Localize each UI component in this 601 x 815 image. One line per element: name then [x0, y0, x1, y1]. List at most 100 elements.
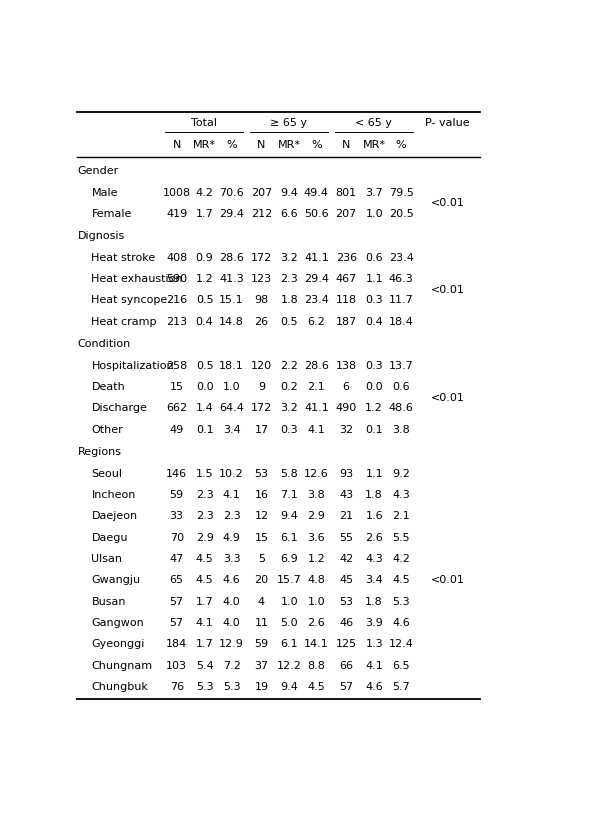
Text: Heat syncope: Heat syncope — [91, 296, 168, 306]
Text: 9.4: 9.4 — [281, 682, 298, 692]
Text: 236: 236 — [335, 253, 357, 262]
Text: Seoul: Seoul — [91, 469, 123, 478]
Text: 2.3: 2.3 — [196, 490, 213, 500]
Text: 70.6: 70.6 — [219, 187, 244, 197]
Text: Gender: Gender — [78, 166, 119, 176]
Text: 15.7: 15.7 — [277, 575, 302, 585]
Text: 1.1: 1.1 — [365, 469, 383, 478]
Text: MR*: MR* — [278, 140, 301, 151]
Text: 4.9: 4.9 — [223, 533, 240, 543]
Text: 4.1: 4.1 — [365, 661, 383, 671]
Text: 1.0: 1.0 — [281, 597, 298, 606]
Text: 43: 43 — [339, 490, 353, 500]
Text: 29.4: 29.4 — [304, 274, 329, 284]
Text: 184: 184 — [166, 640, 188, 650]
Text: 32: 32 — [339, 425, 353, 434]
Text: Heat cramp: Heat cramp — [91, 317, 157, 327]
Text: 5.8: 5.8 — [281, 469, 298, 478]
Text: 2.9: 2.9 — [196, 533, 213, 543]
Text: N: N — [172, 140, 181, 151]
Text: 6.9: 6.9 — [281, 554, 298, 564]
Text: Gwangju: Gwangju — [91, 575, 141, 585]
Text: 23.4: 23.4 — [304, 296, 329, 306]
Text: 21: 21 — [339, 511, 353, 522]
Text: 4.2: 4.2 — [196, 187, 213, 197]
Text: 4.1: 4.1 — [223, 490, 240, 500]
Text: 258: 258 — [166, 361, 188, 371]
Text: 1.2: 1.2 — [365, 403, 383, 413]
Text: 45: 45 — [339, 575, 353, 585]
Text: 13.7: 13.7 — [389, 361, 413, 371]
Text: 0.1: 0.1 — [365, 425, 383, 434]
Text: 1.7: 1.7 — [196, 597, 213, 606]
Text: 6.1: 6.1 — [281, 533, 298, 543]
Text: 9: 9 — [258, 382, 265, 392]
Text: < 65 y: < 65 y — [355, 118, 392, 128]
Text: 57: 57 — [169, 597, 184, 606]
Text: 53: 53 — [254, 469, 269, 478]
Text: 1.6: 1.6 — [365, 511, 383, 522]
Text: 15: 15 — [254, 533, 269, 543]
Text: 1.0: 1.0 — [365, 209, 383, 219]
Text: 16: 16 — [254, 490, 269, 500]
Text: 15: 15 — [169, 382, 184, 392]
Text: 4.0: 4.0 — [223, 597, 240, 606]
Text: 1.7: 1.7 — [196, 640, 213, 650]
Text: 4.1: 4.1 — [308, 425, 325, 434]
Text: 0.0: 0.0 — [365, 382, 383, 392]
Text: 64.4: 64.4 — [219, 403, 244, 413]
Text: N: N — [342, 140, 350, 151]
Text: 1.5: 1.5 — [196, 469, 213, 478]
Text: 3.3: 3.3 — [223, 554, 240, 564]
Text: 1.3: 1.3 — [365, 640, 383, 650]
Text: 5: 5 — [258, 554, 265, 564]
Text: 1.8: 1.8 — [281, 296, 298, 306]
Text: Chungnam: Chungnam — [91, 661, 153, 671]
Text: 11: 11 — [254, 618, 269, 628]
Text: 55: 55 — [339, 533, 353, 543]
Text: 2.1: 2.1 — [308, 382, 325, 392]
Text: 2.2: 2.2 — [281, 361, 298, 371]
Text: 2.3: 2.3 — [281, 274, 298, 284]
Text: 47: 47 — [169, 554, 184, 564]
Text: 46.3: 46.3 — [389, 274, 413, 284]
Text: ≥ 65 y: ≥ 65 y — [270, 118, 308, 128]
Text: <0.01: <0.01 — [431, 198, 465, 208]
Text: 1.2: 1.2 — [196, 274, 213, 284]
Text: 212: 212 — [251, 209, 272, 219]
Text: 801: 801 — [335, 187, 357, 197]
Text: Chungbuk: Chungbuk — [91, 682, 148, 692]
Text: Total: Total — [191, 118, 217, 128]
Text: 187: 187 — [335, 317, 357, 327]
Text: 6: 6 — [343, 382, 350, 392]
Text: 1008: 1008 — [163, 187, 191, 197]
Text: 57: 57 — [339, 682, 353, 692]
Text: 1.8: 1.8 — [365, 597, 383, 606]
Text: 146: 146 — [166, 469, 188, 478]
Text: 0.6: 0.6 — [365, 253, 383, 262]
Text: Other: Other — [91, 425, 123, 434]
Text: Discharge: Discharge — [91, 403, 147, 413]
Text: 6.6: 6.6 — [281, 209, 298, 219]
Text: Incheon: Incheon — [91, 490, 136, 500]
Text: 0.3: 0.3 — [281, 425, 298, 434]
Text: 53: 53 — [339, 597, 353, 606]
Text: 0.5: 0.5 — [196, 361, 213, 371]
Text: 93: 93 — [339, 469, 353, 478]
Text: 12.2: 12.2 — [277, 661, 302, 671]
Text: <0.01: <0.01 — [431, 393, 465, 403]
Text: 662: 662 — [166, 403, 188, 413]
Text: 6.2: 6.2 — [308, 317, 325, 327]
Text: 1.2: 1.2 — [308, 554, 325, 564]
Text: Hospitalization: Hospitalization — [91, 361, 174, 371]
Text: N: N — [257, 140, 266, 151]
Text: MR*: MR* — [362, 140, 386, 151]
Text: 138: 138 — [335, 361, 357, 371]
Text: 9.2: 9.2 — [392, 469, 410, 478]
Text: 467: 467 — [335, 274, 357, 284]
Text: 26: 26 — [254, 317, 269, 327]
Text: 57: 57 — [169, 618, 184, 628]
Text: 11.7: 11.7 — [389, 296, 413, 306]
Text: 0.4: 0.4 — [365, 317, 383, 327]
Text: 28.6: 28.6 — [304, 361, 329, 371]
